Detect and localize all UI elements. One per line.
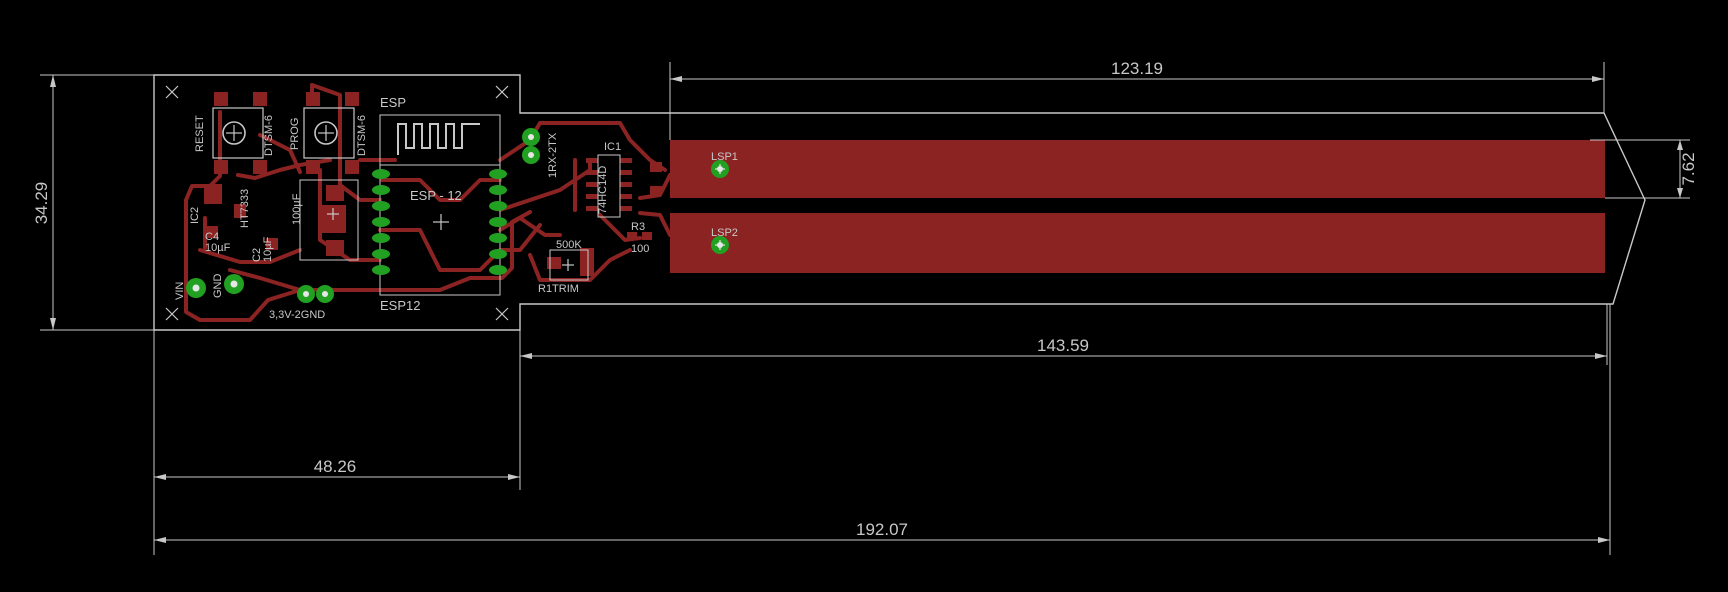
pushbutton-prog — [303, 107, 355, 159]
label-cap-100uf: 100µF — [291, 193, 303, 225]
label-500k: 500K — [556, 239, 582, 251]
label-lsp2: LSP2 — [711, 227, 738, 239]
label-uart-header: 1RX-2TX — [547, 132, 559, 178]
label-esp: ESP — [380, 95, 406, 110]
label-ht7333: HT7333 — [239, 189, 251, 228]
esp12-pins — [372, 114, 507, 296]
dim-text-3429: 34.29 — [32, 182, 51, 225]
pushbutton-reset — [212, 107, 264, 159]
label-lsp1: LSP1 — [711, 151, 738, 163]
label-esp12-center: ESP - 12 — [410, 188, 462, 203]
smd-pads — [204, 92, 662, 276]
dim-text-19207: 192.07 — [856, 520, 908, 539]
label-74hc14d: 74HC14D — [597, 166, 609, 214]
label-gnd: GND — [212, 274, 224, 299]
electrode-lsp1 — [670, 140, 1605, 198]
mounting-marks — [165, 85, 509, 321]
label-c4-value: 10µF — [205, 242, 231, 254]
dimension-total-length: 192.07 — [154, 304, 1611, 555]
label-ic2: IC2 — [189, 207, 201, 224]
trimpot-outline — [549, 249, 589, 281]
dim-text-762: 7.62 — [1679, 152, 1698, 185]
dimension-electrode-length: 123.19 — [669, 59, 1605, 140]
label-r1trim: R1TRIM — [538, 283, 579, 295]
label-c2-value: 10µF — [262, 236, 274, 262]
label-c4: C4 — [205, 231, 219, 243]
label-r3: R3 — [631, 221, 645, 233]
label-esp12-bottom: ESP12 — [380, 298, 420, 313]
label-ic1: IC1 — [604, 141, 621, 153]
dim-text-14359: 143.59 — [1037, 336, 1089, 355]
dimension-electrode-gap: 7.62 — [1590, 139, 1698, 199]
electrode-lsp2 — [670, 213, 1605, 273]
dim-text-123: 123.19 — [1111, 59, 1163, 78]
regulator-outline — [299, 179, 359, 261]
label-reset: RESET — [194, 115, 206, 152]
board-outline — [153, 74, 1646, 331]
ic1-pins — [586, 154, 632, 218]
label-prog: PROG — [289, 118, 301, 150]
dimension-board-width: 48.26 — [153, 330, 521, 555]
dimension-board-height: 34.29 — [32, 74, 154, 331]
label-dtsm-1: DTSM-6 — [263, 115, 275, 156]
dim-text-4826: 48.26 — [314, 457, 357, 476]
label-c2: C2 — [251, 248, 263, 262]
through-hole-pads — [186, 128, 729, 303]
dimension-probe-length: 143.59 — [519, 304, 1608, 365]
label-dtsm-2: DTSM-6 — [356, 115, 368, 156]
label-r3-value: 100 — [631, 243, 649, 255]
lsp-crosses — [715, 164, 725, 250]
label-vin: VIN — [174, 282, 186, 300]
label-power-header: 3,3V-2GND — [269, 309, 325, 321]
